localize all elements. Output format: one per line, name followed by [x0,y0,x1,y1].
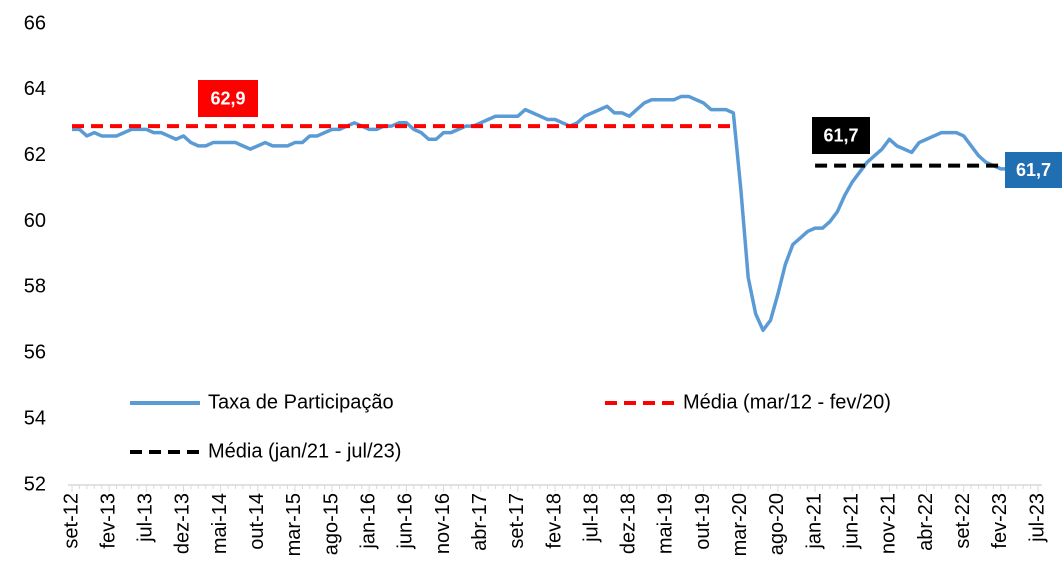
y-tick-label: 54 [24,407,46,429]
x-tick-label: jun-21 [841,493,863,550]
x-tick-label: set-17 [506,493,528,549]
x-tick-label: set-22 [952,493,974,549]
legend-label: Média (mar/12 - fev/20) [683,391,891,413]
y-tick-label: 56 [24,342,46,364]
x-tick-label: fev-18 [543,493,565,549]
series-line [72,94,1009,332]
value-label: 61,7 [1016,160,1051,180]
value-label: 62,9 [210,88,245,108]
x-tick-label: mai-19 [655,493,677,554]
x-tick-label: nov-16 [432,493,454,554]
x-tick-label: dez-13 [172,493,194,554]
value-label-box [198,80,258,117]
x-tick-label: mai-14 [209,493,231,554]
y-tick-label: 52 [24,473,46,495]
x-tick-label: nov-21 [878,493,900,554]
x-tick-label: jun-16 [395,493,417,550]
y-tick-label: 66 [24,12,46,34]
x-tick-label: out-14 [246,493,268,550]
y-tick-label: 58 [24,276,46,298]
x-tick-label: jan-16 [358,493,380,550]
y-tick-label: 60 [24,210,46,232]
x-tick-label: out-19 [692,493,714,550]
x-tick-label: mar-15 [283,493,305,556]
x-tick-label: mar-20 [729,493,751,556]
x-tick-label: jan-21 [803,493,825,550]
legend-label: Taxa de Participação [208,391,394,413]
value-label-box [1005,152,1062,188]
x-tick-label: jul-13 [135,493,157,543]
x-tick-label: jul-18 [580,493,602,543]
value-label-box [812,117,870,154]
x-tick-label: jul-23 [1026,493,1048,543]
legend-label: Média (jan/21 - jul/23) [208,440,401,462]
x-tick-label: ago-20 [766,493,788,555]
x-tick-label: set-12 [60,493,82,549]
x-tick-label: dez-18 [618,493,640,554]
x-tick-label: ago-15 [320,493,342,555]
x-tick-label: fev-23 [989,493,1011,549]
x-tick-label: abr-17 [469,493,491,551]
y-tick-label: 62 [24,144,46,166]
value-label: 61,7 [823,125,858,145]
x-tick-label: abr-22 [915,493,937,551]
y-tick-label: 64 [24,78,46,100]
x-tick-label: fev-13 [97,493,119,549]
